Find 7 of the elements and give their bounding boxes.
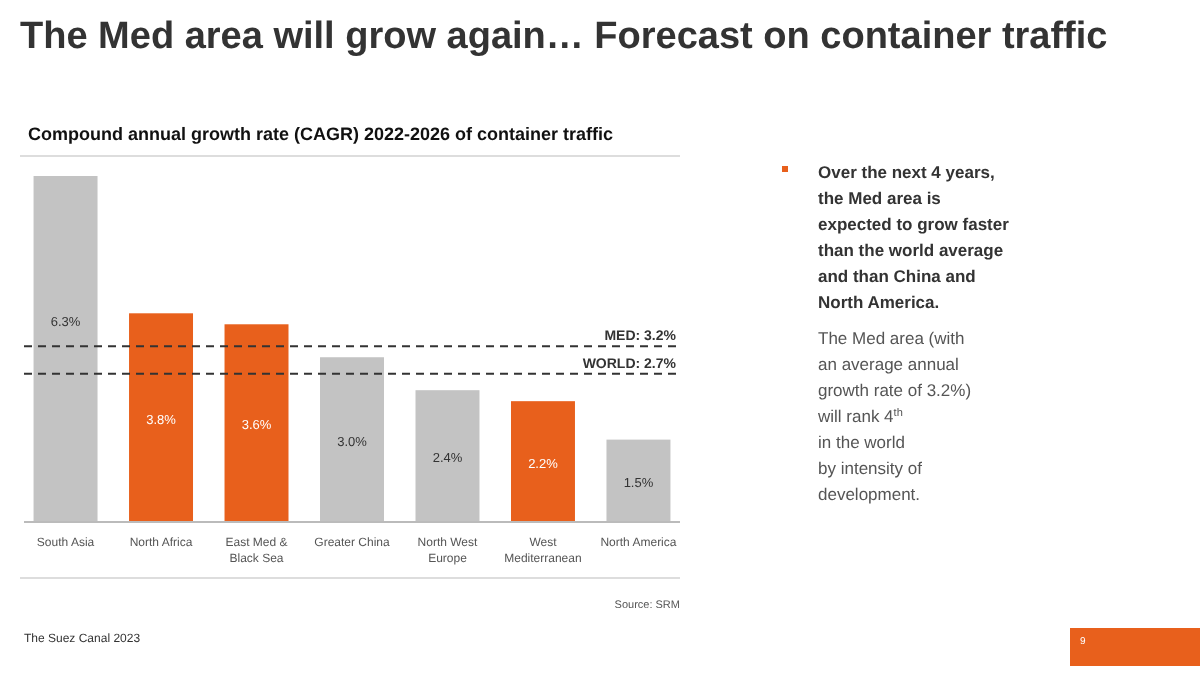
text: Over the next 4 years, the Med area is expected to grow faster than the world average and than China and North America.	[818, 162, 1011, 312]
text: The Med area (with an average annual growth rate of 3.2%) will rank 4$^{th}$ in the world by intensity of development.	[816, 328, 972, 504]
bar	[129, 313, 194, 522]
chart-title: The Med area will grow again… Forecast on container traffic	[20, 16, 1109, 58]
bar	[510, 401, 575, 522]
bar	[224, 324, 289, 522]
chart-subtitle: Compound annual growth rate (CAGR) 2022-2026 of container traffic	[28, 124, 614, 144]
